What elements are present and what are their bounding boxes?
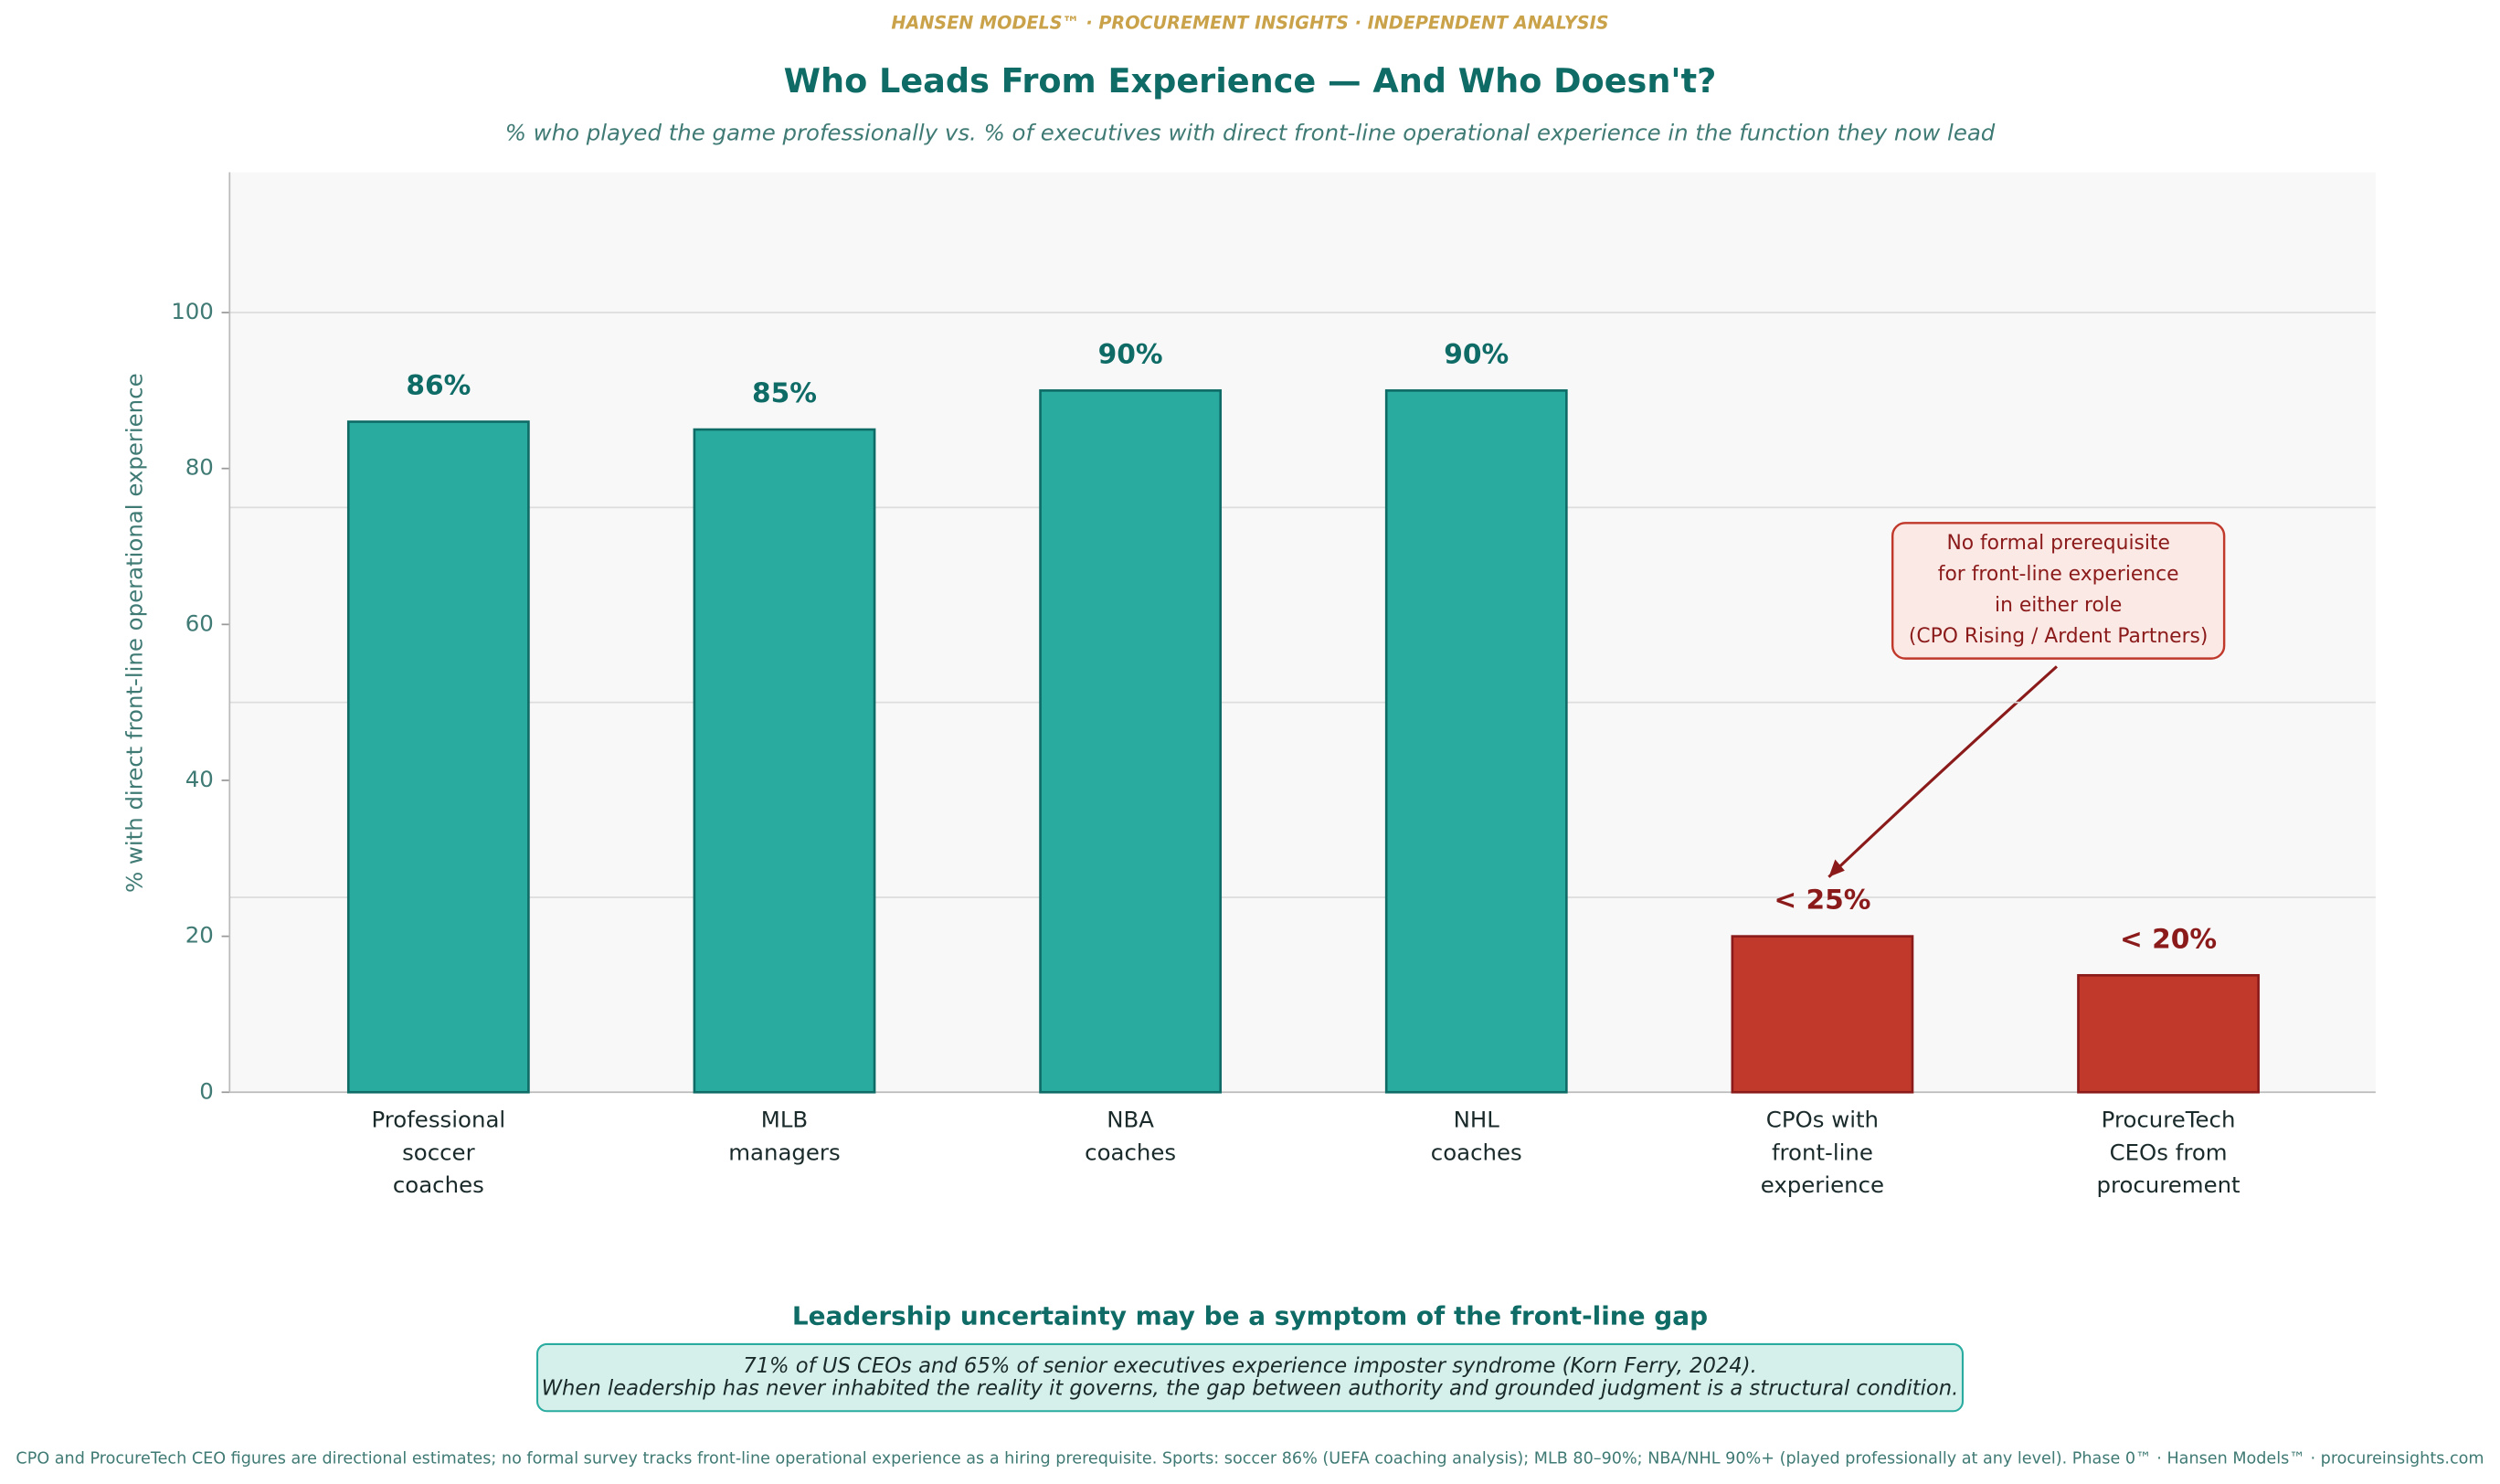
bar: [2077, 973, 2260, 1094]
annotation-line: for front-line experience: [1938, 563, 2179, 586]
annotation-arrow: [1827, 665, 2058, 878]
x-tick-label: MLB managers: [728, 1107, 840, 1166]
bar: [1384, 389, 1568, 1094]
annotation-arrowhead: [1828, 859, 1845, 877]
y-tick-label: 40: [185, 766, 214, 792]
chart-subtitle: % who played the game professionally vs.…: [505, 120, 1996, 146]
header: HANSEN MODELS™ · PROCUREMENT INSIGHTS · …: [891, 13, 1608, 34]
annotation-line: (CPO Rising / Ardent Partners): [1909, 625, 2209, 648]
annotation-box: [1891, 522, 2226, 660]
footnote: CPO and ProcureTech CEO figures are dire…: [16, 1450, 2484, 1468]
value-label: < 20%: [2120, 922, 2217, 954]
x-tick-label: ProcureTech CEOs from procurement: [2096, 1107, 2240, 1199]
value-label: 90%: [1098, 337, 1163, 369]
y-axis-label: % with direct front-line operational exp…: [121, 373, 147, 893]
chart-title: Who Leads From Experience — And Who Does…: [784, 61, 1717, 101]
bar: [1039, 389, 1223, 1094]
x-tick-label: CPOs with front-line experience: [1761, 1107, 1884, 1199]
x-tick-label: Professional soccer coaches: [372, 1107, 506, 1199]
annotation-line: No formal prerequisite: [1946, 532, 2169, 555]
y-tick-label: 0: [199, 1077, 214, 1104]
y-tick-label: 20: [185, 922, 214, 949]
value-label: 85%: [752, 376, 817, 408]
x-tick-label: NBA coaches: [1085, 1107, 1176, 1166]
y-tick-label: 100: [171, 298, 214, 324]
bar: [1731, 935, 1914, 1094]
bar: [693, 428, 876, 1094]
annotation-line: in either role: [1995, 594, 2122, 617]
value-label: 90%: [1444, 337, 1509, 369]
callout-line: 71% of US CEOs and 65% of senior executi…: [743, 1354, 1757, 1378]
x-tick-label: NHL coaches: [1431, 1107, 1522, 1166]
callout-box: [535, 1342, 1965, 1413]
value-label: < 25%: [1774, 884, 1870, 916]
y-tick-label: 60: [185, 610, 214, 636]
callout-title: Leadership uncertainty may be a symptom …: [792, 1300, 1708, 1330]
bar: [346, 420, 530, 1094]
value-label: 86%: [406, 369, 471, 401]
callout-line: When leadership has never inhabited the …: [542, 1376, 1959, 1400]
y-tick-label: 80: [185, 454, 214, 481]
